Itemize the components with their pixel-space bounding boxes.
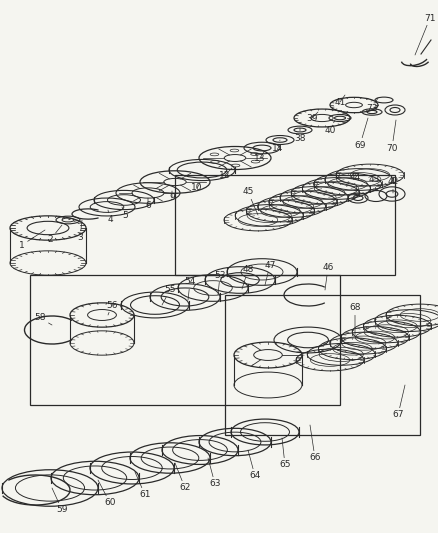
Text: 13: 13 [254,152,265,163]
Text: 66: 66 [308,425,320,463]
Text: 5: 5 [122,207,127,221]
Text: 6: 6 [145,198,151,209]
Text: 53: 53 [214,271,225,295]
Text: 71: 71 [414,13,435,55]
Text: 42: 42 [386,177,398,193]
Text: 39: 39 [306,112,317,123]
Text: 2: 2 [47,225,62,245]
Text: 40: 40 [324,120,335,134]
Text: 59: 59 [52,488,67,514]
Text: 73: 73 [365,98,377,112]
Text: 61: 61 [135,472,150,499]
Text: 41: 41 [334,95,345,107]
Text: 54: 54 [184,278,195,300]
Text: 64: 64 [247,450,260,481]
Text: 48: 48 [241,265,253,289]
Text: 46: 46 [321,263,333,290]
Text: 69: 69 [353,118,367,149]
Text: 1: 1 [19,230,45,249]
Text: 38: 38 [293,128,305,142]
Text: 44: 44 [349,174,360,190]
Text: 9: 9 [169,191,174,203]
Text: 10: 10 [191,183,202,192]
Text: 12: 12 [219,168,231,180]
Text: 4: 4 [107,210,113,224]
Text: 65: 65 [279,438,290,470]
Text: 14: 14 [272,140,283,152]
Text: 43: 43 [367,175,379,191]
Text: 3: 3 [77,220,83,243]
Text: 70: 70 [385,120,397,152]
Text: 45: 45 [242,188,258,215]
Text: 58: 58 [34,313,52,325]
Text: 55: 55 [162,286,175,305]
Text: 67: 67 [392,385,404,419]
Text: 62: 62 [175,463,190,492]
Text: 63: 63 [208,458,220,489]
Text: 47: 47 [264,261,275,285]
Text: 56: 56 [106,301,117,315]
Text: 60: 60 [98,480,116,507]
Text: 68: 68 [349,303,360,335]
